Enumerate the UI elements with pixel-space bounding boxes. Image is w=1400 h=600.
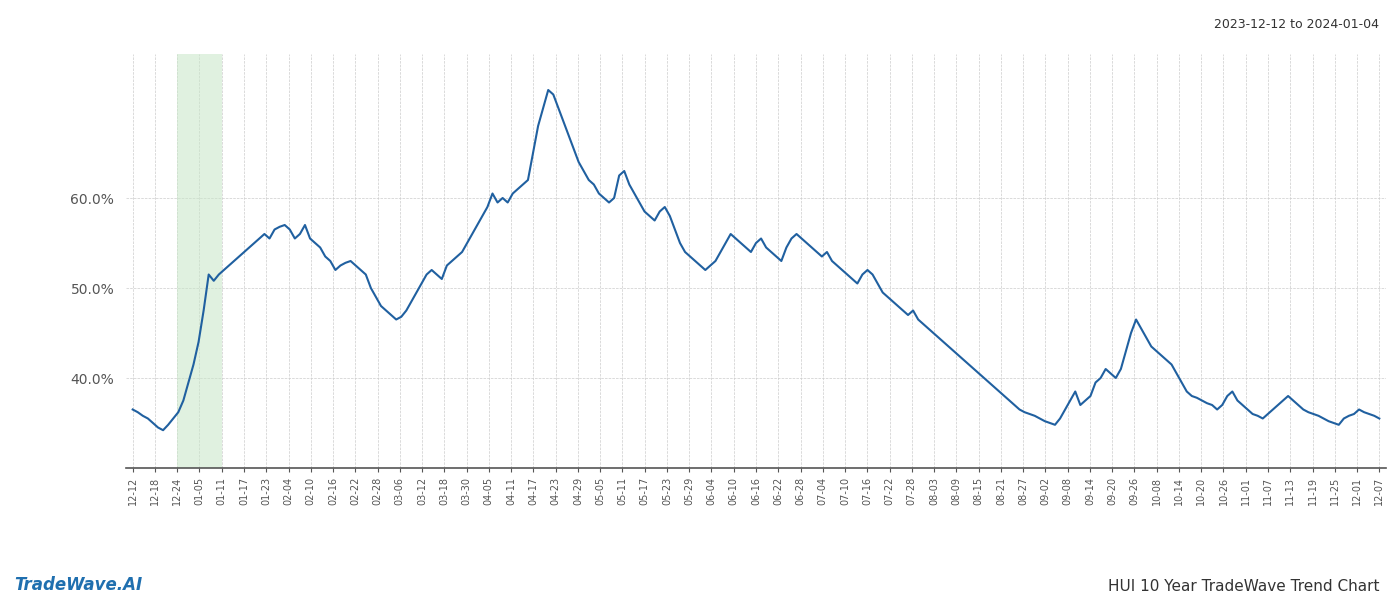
Bar (178, 54, 221, 468)
Text: HUI 10 Year TradeWave Trend Chart: HUI 10 Year TradeWave Trend Chart (1107, 579, 1379, 594)
Text: 2023-12-12 to 2024-01-04: 2023-12-12 to 2024-01-04 (1214, 18, 1379, 31)
Text: TradeWave.AI: TradeWave.AI (14, 576, 143, 594)
